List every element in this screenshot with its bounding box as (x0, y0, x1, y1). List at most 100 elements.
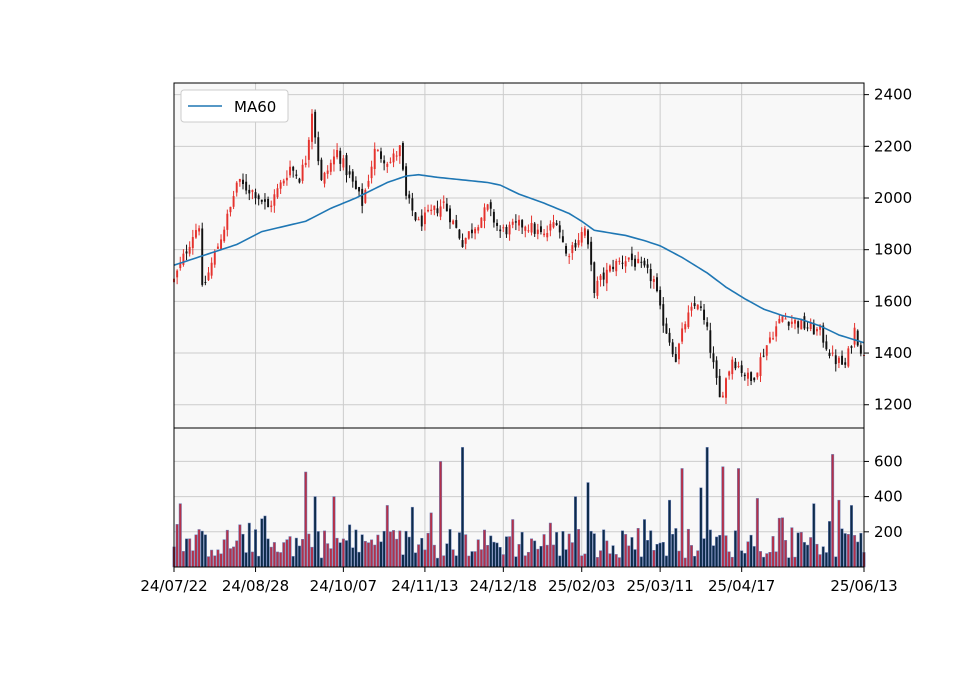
price-panel-background (174, 83, 864, 428)
volume-bar (577, 529, 581, 568)
candle-body (282, 180, 285, 184)
volume-bar (250, 551, 254, 568)
volume-bar (464, 534, 468, 568)
candle-body (380, 151, 382, 159)
candle-body (248, 189, 251, 194)
volume-bar (247, 522, 251, 568)
candle-body (229, 206, 232, 213)
volume-bar (388, 531, 392, 568)
candle-body (543, 233, 546, 236)
volume-bar (385, 505, 389, 568)
candle-body (386, 163, 389, 167)
volume-bar (291, 556, 295, 568)
volume-bar (784, 540, 788, 568)
candle-body (618, 260, 621, 262)
candle-body (198, 228, 201, 232)
volume-bar (831, 454, 835, 568)
candle-body (361, 188, 364, 206)
candle-body (518, 219, 520, 226)
volume-bar (429, 512, 433, 568)
candle-body (420, 215, 423, 227)
x-tick-label: 25/03/11 (626, 577, 693, 595)
volume-bar (279, 552, 283, 568)
volume-bar (859, 533, 863, 568)
candle-body (226, 213, 229, 230)
candle-body (395, 155, 398, 157)
candle-body (417, 219, 420, 221)
volume-bar (382, 530, 386, 568)
volume-bar (197, 529, 201, 568)
candle-body (185, 251, 188, 254)
candle-body (314, 111, 317, 138)
candle-body (342, 158, 345, 168)
price-tick-label: 1800 (874, 241, 912, 259)
candle-body (649, 269, 652, 282)
candle-body (750, 372, 753, 382)
candle-body (273, 194, 276, 206)
volume-bar (526, 551, 530, 568)
candle-body (467, 231, 470, 239)
volume-bar (304, 471, 308, 568)
candle-body (621, 262, 624, 264)
volume-bar (828, 521, 831, 568)
candle-body (505, 226, 508, 235)
candle-body (427, 209, 430, 212)
candle-body (430, 209, 433, 211)
candle-body (311, 113, 313, 142)
candle-body (496, 222, 499, 226)
candle-body (721, 395, 724, 398)
legend-ma60-label: MA60 (234, 98, 276, 116)
volume-bar (445, 543, 449, 568)
candle-body (267, 198, 270, 208)
volume-bar (602, 529, 606, 568)
volume-bar (181, 551, 185, 568)
volume-bar (398, 530, 402, 568)
candle-body (527, 230, 530, 232)
candle-body (317, 137, 320, 162)
volume-bar (301, 539, 305, 568)
volume-bar (470, 551, 474, 568)
candle-body (656, 277, 658, 292)
volume-bar (178, 503, 182, 568)
candle-body (546, 232, 549, 238)
candle-body (336, 149, 339, 158)
volume-bar (414, 552, 417, 568)
candle-body (176, 270, 179, 278)
candle-body (464, 237, 467, 244)
candle-body (213, 252, 216, 265)
candle-body (232, 196, 235, 207)
volume-bar (316, 531, 320, 568)
volume-bar (508, 536, 512, 568)
candle-body (725, 378, 727, 398)
volume-bar (257, 555, 261, 568)
volume-bar (319, 557, 323, 568)
volume-bar (210, 549, 214, 568)
candle-body (521, 220, 524, 228)
candle-body (612, 266, 615, 270)
price-tick-label: 2400 (874, 86, 912, 104)
volume-bar (501, 554, 505, 568)
candle-body (254, 192, 257, 199)
volume-bar (520, 531, 524, 568)
candle-body (659, 289, 662, 306)
candle-body (555, 223, 558, 226)
volume-bar (191, 550, 195, 568)
volume-y-axis: 200 400 600 (864, 452, 903, 541)
candle-body (449, 208, 451, 223)
volume-bar (768, 551, 772, 568)
volume-bar (216, 549, 220, 568)
candle-body (580, 232, 583, 243)
candle-body (565, 246, 568, 254)
volume-bar (360, 534, 364, 568)
volume-bar (213, 555, 217, 568)
candle-body (690, 306, 693, 311)
price-tick-label: 2200 (874, 137, 912, 155)
volume-bar (410, 506, 414, 568)
volume-bar (348, 524, 352, 568)
candle-body (477, 227, 480, 231)
volume-bar (677, 550, 681, 568)
volume-bar (671, 533, 675, 568)
volume-bar (517, 544, 521, 568)
candle-body (772, 338, 775, 340)
volume-bar (743, 553, 747, 568)
